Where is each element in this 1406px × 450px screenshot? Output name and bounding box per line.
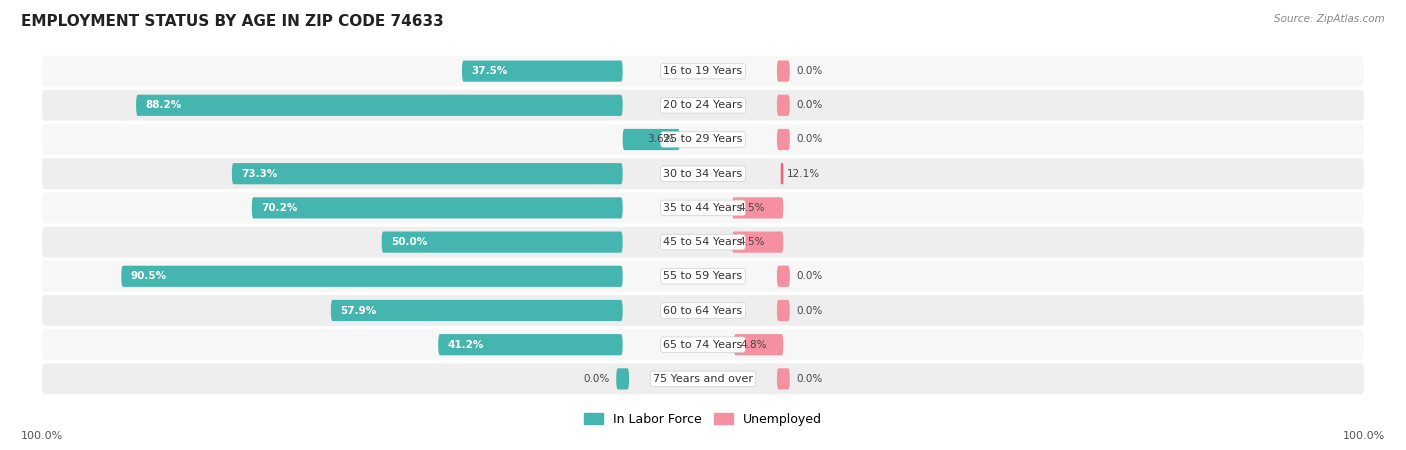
Text: 12.1%: 12.1% bbox=[787, 169, 820, 179]
FancyBboxPatch shape bbox=[136, 94, 623, 116]
Text: 100.0%: 100.0% bbox=[1343, 431, 1385, 441]
Text: 55 to 59 Years: 55 to 59 Years bbox=[664, 271, 742, 281]
FancyBboxPatch shape bbox=[616, 368, 628, 390]
FancyBboxPatch shape bbox=[121, 266, 623, 287]
FancyBboxPatch shape bbox=[41, 192, 1365, 224]
FancyBboxPatch shape bbox=[41, 158, 1365, 190]
FancyBboxPatch shape bbox=[232, 163, 623, 184]
Text: 100.0%: 100.0% bbox=[21, 431, 63, 441]
Text: 60 to 64 Years: 60 to 64 Years bbox=[664, 306, 742, 315]
Text: 70.2%: 70.2% bbox=[262, 203, 298, 213]
Text: Source: ZipAtlas.com: Source: ZipAtlas.com bbox=[1274, 14, 1385, 23]
FancyBboxPatch shape bbox=[463, 60, 623, 82]
Text: 16 to 19 Years: 16 to 19 Years bbox=[664, 66, 742, 76]
Text: 0.0%: 0.0% bbox=[796, 271, 823, 281]
Text: 50.0%: 50.0% bbox=[391, 237, 427, 247]
FancyBboxPatch shape bbox=[439, 334, 623, 356]
Text: 25 to 29 Years: 25 to 29 Years bbox=[664, 135, 742, 144]
FancyBboxPatch shape bbox=[733, 231, 783, 253]
Text: 0.0%: 0.0% bbox=[796, 374, 823, 384]
FancyBboxPatch shape bbox=[778, 368, 790, 390]
Text: 41.2%: 41.2% bbox=[449, 340, 484, 350]
FancyBboxPatch shape bbox=[734, 334, 783, 356]
Text: 0.0%: 0.0% bbox=[796, 306, 823, 315]
Text: 3.6%: 3.6% bbox=[647, 135, 673, 144]
FancyBboxPatch shape bbox=[778, 266, 790, 287]
FancyBboxPatch shape bbox=[733, 197, 783, 219]
Text: EMPLOYMENT STATUS BY AGE IN ZIP CODE 74633: EMPLOYMENT STATUS BY AGE IN ZIP CODE 746… bbox=[21, 14, 444, 28]
Text: 45 to 54 Years: 45 to 54 Years bbox=[664, 237, 742, 247]
FancyBboxPatch shape bbox=[41, 328, 1365, 361]
FancyBboxPatch shape bbox=[41, 260, 1365, 292]
Text: 4.8%: 4.8% bbox=[741, 340, 766, 350]
FancyBboxPatch shape bbox=[778, 60, 790, 82]
Text: 0.0%: 0.0% bbox=[583, 374, 610, 384]
FancyBboxPatch shape bbox=[778, 300, 790, 321]
FancyBboxPatch shape bbox=[41, 363, 1365, 395]
FancyBboxPatch shape bbox=[623, 129, 681, 150]
FancyBboxPatch shape bbox=[41, 55, 1365, 87]
Text: 30 to 34 Years: 30 to 34 Years bbox=[664, 169, 742, 179]
Text: 65 to 74 Years: 65 to 74 Years bbox=[664, 340, 742, 350]
Text: 90.5%: 90.5% bbox=[131, 271, 167, 281]
FancyBboxPatch shape bbox=[41, 123, 1365, 156]
FancyBboxPatch shape bbox=[41, 294, 1365, 327]
FancyBboxPatch shape bbox=[778, 129, 790, 150]
FancyBboxPatch shape bbox=[778, 94, 790, 116]
Text: 20 to 24 Years: 20 to 24 Years bbox=[664, 100, 742, 110]
FancyBboxPatch shape bbox=[41, 89, 1365, 122]
FancyBboxPatch shape bbox=[780, 163, 783, 184]
Text: 88.2%: 88.2% bbox=[146, 100, 181, 110]
Text: 37.5%: 37.5% bbox=[471, 66, 508, 76]
Legend: In Labor Force, Unemployed: In Labor Force, Unemployed bbox=[579, 408, 827, 431]
Text: 57.9%: 57.9% bbox=[340, 306, 377, 315]
FancyBboxPatch shape bbox=[41, 226, 1365, 258]
Text: 4.5%: 4.5% bbox=[738, 203, 765, 213]
FancyBboxPatch shape bbox=[252, 197, 623, 219]
Text: 0.0%: 0.0% bbox=[796, 100, 823, 110]
Text: 4.5%: 4.5% bbox=[738, 237, 765, 247]
FancyBboxPatch shape bbox=[381, 231, 623, 253]
Text: 35 to 44 Years: 35 to 44 Years bbox=[664, 203, 742, 213]
Text: 0.0%: 0.0% bbox=[796, 135, 823, 144]
FancyBboxPatch shape bbox=[330, 300, 623, 321]
Text: 0.0%: 0.0% bbox=[796, 66, 823, 76]
Text: 73.3%: 73.3% bbox=[242, 169, 278, 179]
Text: 75 Years and over: 75 Years and over bbox=[652, 374, 754, 384]
